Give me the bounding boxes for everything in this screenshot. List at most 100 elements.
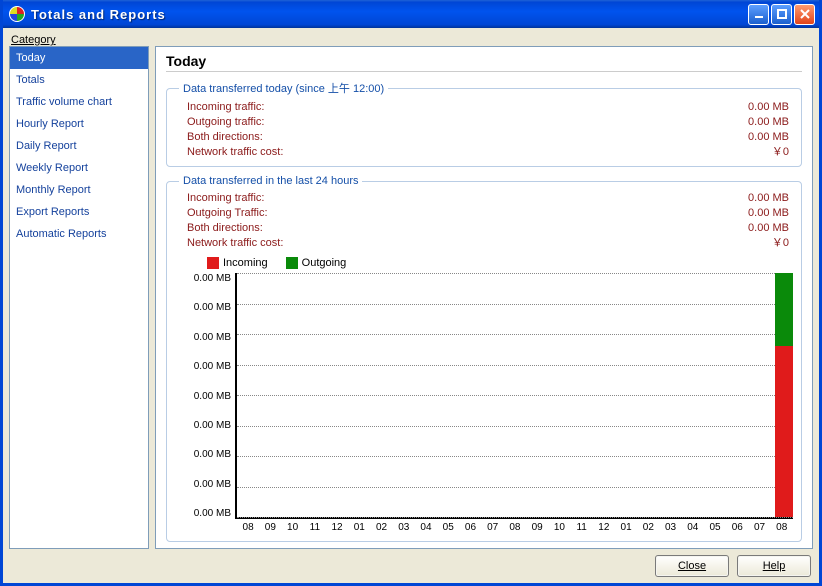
gridline <box>237 426 793 427</box>
window-title: Totals and Reports <box>31 7 748 22</box>
group-24h-legend: Data transferred in the last 24 hours <box>179 175 362 187</box>
chart-plot-area: 0809101112010203040506070809101112010203… <box>235 273 793 519</box>
x-tick-label: 12 <box>593 522 615 533</box>
x-tick-label: 08 <box>237 522 259 533</box>
stat-label: Both directions: <box>187 130 263 145</box>
chart-legend: Incoming Outgoing <box>179 251 793 273</box>
stat-label: Both directions: <box>187 221 263 236</box>
stat-label: Incoming traffic: <box>187 100 264 115</box>
gridline <box>237 304 793 305</box>
help-button[interactable]: Help <box>737 555 811 577</box>
bar-segment-incoming <box>775 346 793 517</box>
y-tick-label: 0.00 MB <box>185 449 231 460</box>
group-today-legend: Data transferred today (since 上午 12:00) <box>179 80 388 96</box>
x-tick-label: 03 <box>393 522 415 533</box>
stat-row: Network traffic cost: ￥0 <box>179 236 793 251</box>
x-tick-label: 06 <box>726 522 748 533</box>
category-label: Category <box>9 32 813 46</box>
stat-row: Both directions: 0.00 MB <box>179 130 793 145</box>
gridline <box>237 365 793 366</box>
sidebar-item[interactable]: Totals <box>10 69 148 91</box>
x-tick-label: 07 <box>748 522 770 533</box>
stat-row: Incoming traffic: 0.00 MB <box>179 100 793 115</box>
sidebar-item[interactable]: Today <box>10 47 148 69</box>
gridline <box>237 395 793 396</box>
sidebar-item[interactable]: Hourly Report <box>10 113 148 135</box>
chart-bar <box>775 273 793 517</box>
minimize-button[interactable] <box>748 4 769 25</box>
y-tick-label: 0.00 MB <box>185 361 231 372</box>
chart-y-axis: 0.00 MB 0.00 MB 0.00 MB 0.00 MB 0.00 MB 0.00 … <box>185 273 235 535</box>
y-tick-label: 0.00 MB <box>185 391 231 402</box>
category-sidebar: TodayTotalsTraffic volume chartHourly Re… <box>9 46 149 549</box>
legend-label: Incoming <box>223 257 268 269</box>
x-tick-label: 04 <box>682 522 704 533</box>
sidebar-item[interactable]: Monthly Report <box>10 179 148 201</box>
x-tick-label: 01 <box>348 522 370 533</box>
stat-row: Outgoing traffic: 0.00 MB <box>179 115 793 130</box>
stat-label: Network traffic cost: <box>187 145 283 160</box>
y-tick-label: 0.00 MB <box>185 420 231 431</box>
sidebar-item[interactable]: Daily Report <box>10 135 148 157</box>
x-tick-label: 08 <box>771 522 793 533</box>
stat-row: Outgoing Traffic: 0.00 MB <box>179 206 793 221</box>
x-tick-label: 01 <box>615 522 637 533</box>
stat-label: Outgoing Traffic: <box>187 206 268 221</box>
gridline <box>237 273 793 274</box>
close-button[interactable] <box>794 4 815 25</box>
x-tick-label: 09 <box>526 522 548 533</box>
sidebar-item[interactable]: Export Reports <box>10 201 148 223</box>
stat-value: 0.00 MB <box>748 100 789 115</box>
x-tick-label: 07 <box>482 522 504 533</box>
y-tick-label: 0.00 MB <box>185 508 231 519</box>
stat-value: 0.00 MB <box>748 191 789 206</box>
x-tick-label: 05 <box>437 522 459 533</box>
group-24h: Data transferred in the last 24 hours In… <box>166 175 802 542</box>
y-tick-label: 0.00 MB <box>185 302 231 313</box>
x-tick-label: 02 <box>370 522 392 533</box>
stat-value: 0.00 MB <box>748 130 789 145</box>
y-tick-label: 0.00 MB <box>185 273 231 284</box>
x-tick-label: 09 <box>259 522 281 533</box>
x-tick-label: 03 <box>659 522 681 533</box>
x-tick-label: 06 <box>459 522 481 533</box>
stat-label: Network traffic cost: <box>187 236 283 251</box>
app-icon <box>9 6 25 22</box>
stat-value: 0.00 MB <box>748 221 789 236</box>
sidebar-item[interactable]: Automatic Reports <box>10 223 148 245</box>
dialog-footer: Close Help <box>9 549 813 577</box>
x-tick-label: 10 <box>281 522 303 533</box>
legend-swatch <box>207 257 219 269</box>
gridline <box>237 334 793 335</box>
y-tick-label: 0.00 MB <box>185 479 231 490</box>
sidebar-item[interactable]: Weekly Report <box>10 157 148 179</box>
gridline <box>237 487 793 488</box>
chart-x-axis: 0809101112010203040506070809101112010203… <box>237 522 793 533</box>
stat-label: Outgoing traffic: <box>187 115 264 130</box>
legend-label: Outgoing <box>302 257 347 269</box>
group-today: Data transferred today (since 上午 12:00) … <box>166 80 802 167</box>
stat-row: Both directions: 0.00 MB <box>179 221 793 236</box>
bar-segment-outgoing <box>775 273 793 346</box>
x-tick-label: 08 <box>504 522 526 533</box>
stat-value: ￥0 <box>772 145 789 160</box>
legend-entry: Incoming <box>207 257 268 269</box>
x-tick-label: 05 <box>704 522 726 533</box>
stat-value: ￥0 <box>772 236 789 251</box>
maximize-button[interactable] <box>771 4 792 25</box>
stat-value: 0.00 MB <box>748 115 789 130</box>
x-tick-label: 11 <box>571 522 593 533</box>
legend-swatch <box>286 257 298 269</box>
x-tick-label: 10 <box>548 522 570 533</box>
sidebar-item[interactable]: Traffic volume chart <box>10 91 148 113</box>
stat-row: Incoming traffic: 0.00 MB <box>179 191 793 206</box>
stat-label: Incoming traffic: <box>187 191 264 206</box>
gridline <box>237 456 793 457</box>
x-tick-label: 02 <box>637 522 659 533</box>
gridline <box>237 517 793 518</box>
stat-value: 0.00 MB <box>748 206 789 221</box>
close-dialog-button[interactable]: Close <box>655 555 729 577</box>
x-tick-label: 04 <box>415 522 437 533</box>
legend-entry: Outgoing <box>286 257 347 269</box>
stat-row: Network traffic cost: ￥0 <box>179 145 793 160</box>
